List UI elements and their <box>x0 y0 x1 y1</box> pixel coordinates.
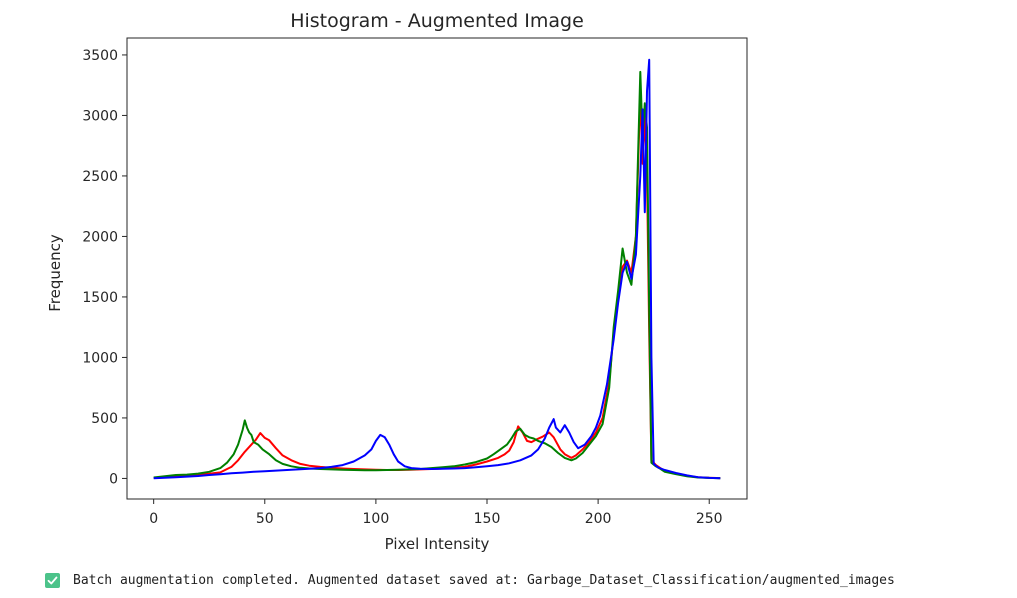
histogram-chart: Histogram - Augmented Image 0 50 100 150 200… <box>46 10 748 553</box>
y-tick-label: 3000 <box>82 108 118 124</box>
x-tick-label: 100 <box>363 511 390 527</box>
series-line-1 <box>153 70 721 480</box>
status-message: Batch augmentation completed. Augmented … <box>45 570 895 590</box>
y-axis-label: Frequency <box>46 234 64 312</box>
chart-title: Histogram - Augmented Image <box>290 10 584 32</box>
x-axis-ticks: 0 50 100 150 200 250 <box>149 499 723 527</box>
plot-frame <box>126 37 748 500</box>
x-tick-label: 150 <box>474 511 501 527</box>
y-tick-label: 500 <box>91 411 118 427</box>
series-line-2 <box>153 58 721 480</box>
x-tick-label: 50 <box>256 511 274 527</box>
plot-area <box>153 58 721 480</box>
y-tick-label: 0 <box>109 471 118 487</box>
y-tick-label: 1500 <box>82 290 118 306</box>
y-tick-label: 1000 <box>82 350 118 366</box>
status-text: Batch augmentation completed. Augmented … <box>73 572 895 588</box>
x-tick-label: 250 <box>696 511 723 527</box>
y-axis-ticks: 0 500 1000 1500 2000 2500 3000 3500 <box>82 48 127 487</box>
x-axis-label: Pixel Intensity <box>385 535 490 553</box>
y-tick-label: 3500 <box>82 48 118 64</box>
y-tick-label: 2500 <box>82 169 118 185</box>
series-line-0 <box>153 92 721 480</box>
check-mark-icon <box>45 572 60 588</box>
x-tick-label: 200 <box>585 511 612 527</box>
x-tick-label: 0 <box>149 511 158 527</box>
y-tick-label: 2000 <box>82 229 118 245</box>
